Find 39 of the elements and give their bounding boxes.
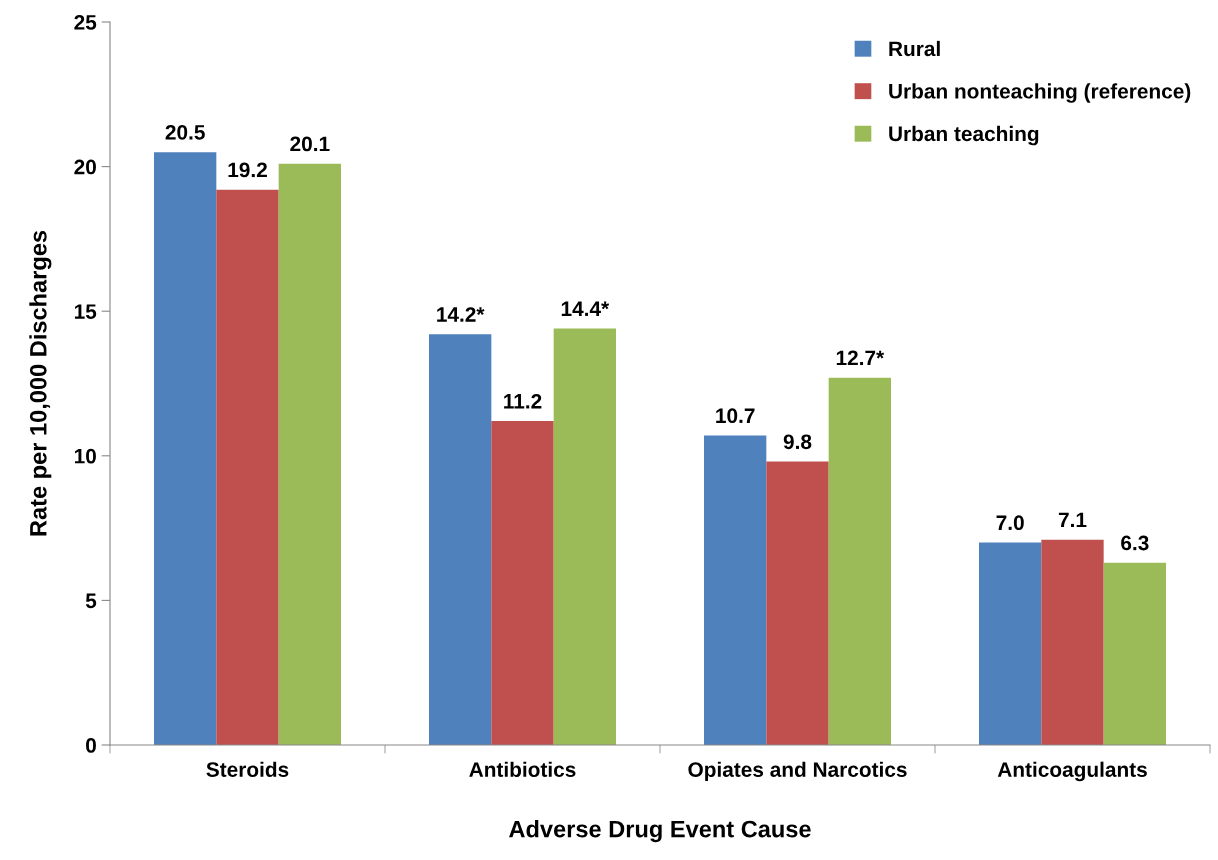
data-label: 12.7*	[836, 350, 885, 366]
y-tick-label: 15	[74, 304, 97, 319]
bar	[828, 377, 891, 745]
x-tick-label: Opiates and Narcotics	[688, 761, 907, 782]
legend-label: Rural	[889, 40, 940, 57]
data-label: 6.3	[1121, 535, 1149, 551]
y-tick-label: 0	[86, 738, 96, 753]
bar	[766, 461, 829, 745]
y-tick-label: 10	[74, 448, 96, 464]
bar	[979, 542, 1042, 745]
bar	[216, 189, 279, 745]
data-label: 11.2	[504, 393, 542, 409]
y-tick-label: 20	[74, 159, 96, 175]
data-label: 14.2*	[437, 307, 485, 322]
data-label: 10.7	[716, 408, 755, 424]
x-tick-label: Steroids	[206, 761, 289, 777]
bar	[278, 163, 341, 745]
legend-label: Urban teaching	[889, 125, 1039, 146]
bar	[491, 421, 554, 745]
data-label: 7.0	[996, 515, 1024, 531]
bar	[1041, 539, 1104, 745]
data-label: 20.5	[165, 124, 205, 140]
y-axis-title: Rate per 10,000 Discharges	[29, 230, 52, 536]
bar	[1103, 562, 1166, 745]
legend-label: Urban nonteaching (reference)	[889, 83, 1191, 103]
x-tick-label: Antibiotics	[469, 761, 576, 777]
x-axis-title: Adverse Drug Event Cause	[509, 820, 811, 843]
y-tick-label: 25	[74, 15, 97, 30]
data-label: 14.4*	[561, 301, 610, 316]
bar	[553, 328, 616, 745]
data-label: 9.8	[783, 434, 812, 450]
bar	[154, 152, 217, 745]
bar	[429, 334, 492, 745]
data-label: 19.2	[228, 162, 267, 178]
data-label: 20.1	[290, 136, 330, 152]
data-label: 7.1	[1058, 512, 1087, 528]
bar	[704, 435, 767, 745]
x-tick-label: Anticoagulants	[997, 761, 1147, 782]
y-tick-label: 5	[85, 593, 97, 609]
